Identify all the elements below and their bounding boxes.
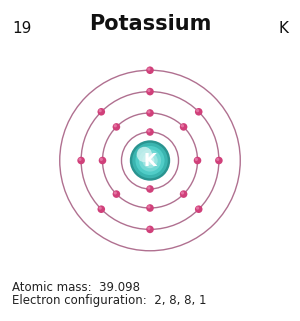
Text: 19: 19 xyxy=(12,21,32,36)
Circle shape xyxy=(146,204,154,212)
Circle shape xyxy=(147,129,151,133)
Circle shape xyxy=(100,158,103,161)
Circle shape xyxy=(180,123,188,131)
Circle shape xyxy=(146,66,154,74)
Circle shape xyxy=(147,110,151,113)
Circle shape xyxy=(130,140,170,181)
Circle shape xyxy=(146,226,154,233)
Circle shape xyxy=(99,206,102,210)
Circle shape xyxy=(181,124,184,127)
Text: Atomic mass:  39.098: Atomic mass: 39.098 xyxy=(12,281,140,294)
Circle shape xyxy=(147,89,151,92)
Circle shape xyxy=(146,128,154,136)
Circle shape xyxy=(216,158,219,161)
Circle shape xyxy=(98,205,105,213)
Circle shape xyxy=(147,227,151,230)
Circle shape xyxy=(136,146,164,175)
Circle shape xyxy=(114,124,117,127)
Circle shape xyxy=(77,157,85,164)
Circle shape xyxy=(147,186,151,189)
Circle shape xyxy=(112,123,120,131)
Circle shape xyxy=(181,191,184,195)
Text: K: K xyxy=(278,21,288,36)
Circle shape xyxy=(146,88,154,95)
Circle shape xyxy=(180,190,188,198)
Circle shape xyxy=(215,157,223,164)
Text: Potassium: Potassium xyxy=(89,14,211,34)
Text: K: K xyxy=(144,152,156,169)
Circle shape xyxy=(99,157,106,164)
Circle shape xyxy=(146,156,154,165)
Circle shape xyxy=(147,205,151,208)
Text: alamy - 2GR7C8C: alamy - 2GR7C8C xyxy=(110,308,190,317)
Circle shape xyxy=(132,143,168,178)
Circle shape xyxy=(114,191,117,195)
Circle shape xyxy=(99,109,102,112)
Circle shape xyxy=(139,149,161,172)
Circle shape xyxy=(146,185,154,193)
Circle shape xyxy=(194,157,201,164)
Circle shape xyxy=(196,206,199,210)
Circle shape xyxy=(137,147,152,162)
Circle shape xyxy=(195,205,202,213)
Circle shape xyxy=(78,158,82,161)
Circle shape xyxy=(98,108,105,116)
Circle shape xyxy=(147,67,151,71)
Text: Electron configuration:  2, 8, 8, 1: Electron configuration: 2, 8, 8, 1 xyxy=(12,294,206,307)
Circle shape xyxy=(142,153,158,168)
Circle shape xyxy=(196,109,199,112)
Circle shape xyxy=(195,108,202,116)
Circle shape xyxy=(195,158,198,161)
Circle shape xyxy=(146,109,154,117)
Circle shape xyxy=(112,190,120,198)
